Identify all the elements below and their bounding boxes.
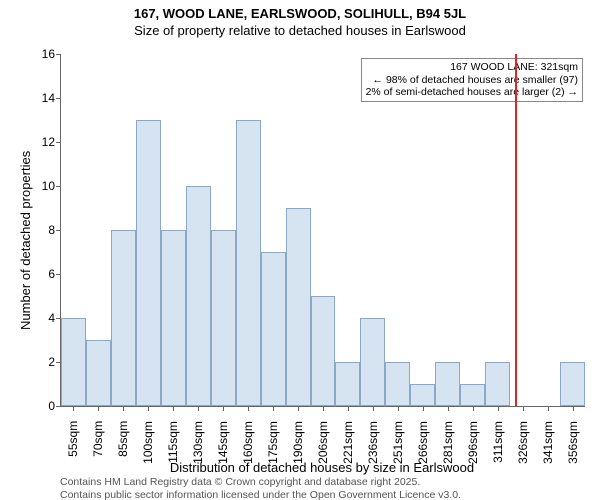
x-tick-mark (148, 406, 149, 411)
x-tick-label: 311sqm (491, 421, 505, 463)
histogram-bar (211, 230, 236, 406)
x-axis-label: Distribution of detached houses by size … (60, 460, 584, 475)
y-tick-mark (56, 406, 61, 407)
x-tick-label: 160sqm (241, 421, 255, 464)
y-tick-label: 14 (42, 91, 55, 105)
chart-container: 167, WOOD LANE, EARLSWOOD, SOLIHULL, B94… (0, 6, 600, 500)
histogram-bar (61, 318, 86, 406)
x-tick-label: 100sqm (141, 421, 155, 464)
histogram-bar (560, 362, 585, 406)
annotation-line3: 2% of semi-detached houses are larger (2… (366, 86, 578, 99)
x-tick-label: 85sqm (116, 421, 130, 457)
footer-line2: Contains public sector information licen… (60, 489, 461, 500)
histogram-bar (435, 362, 460, 406)
histogram-bar (111, 230, 136, 406)
histogram-bar (335, 362, 360, 406)
y-tick-label: 0 (48, 399, 55, 413)
x-tick-mark (523, 406, 524, 411)
property-marker-line (515, 54, 517, 406)
x-tick-mark (298, 406, 299, 411)
y-tick-mark (56, 274, 61, 275)
chart-title-line1: 167, WOOD LANE, EARLSWOOD, SOLIHULL, B94… (0, 6, 600, 21)
plot-area: 167 WOOD LANE: 321sqm ← 98% of detached … (60, 54, 585, 407)
y-tick-mark (56, 186, 61, 187)
y-tick-label: 4 (48, 311, 55, 325)
chart-title-line2: Size of property relative to detached ho… (0, 23, 600, 38)
x-tick-label: 236sqm (366, 421, 380, 464)
x-tick-mark (448, 406, 449, 411)
x-tick-label: 206sqm (316, 421, 330, 464)
x-tick-mark (123, 406, 124, 411)
histogram-bar (186, 186, 211, 406)
annotation-line1: 167 WOOD LANE: 321sqm (366, 61, 578, 74)
footer-line1: Contains HM Land Registry data © Crown c… (60, 476, 461, 489)
x-tick-mark (423, 406, 424, 411)
y-tick-mark (56, 142, 61, 143)
histogram-bar (485, 362, 510, 406)
x-tick-mark (173, 406, 174, 411)
x-tick-mark (98, 406, 99, 411)
histogram-bar (410, 384, 435, 406)
histogram-bar (161, 230, 186, 406)
histogram-bar (360, 318, 385, 406)
x-tick-label: 296sqm (466, 421, 480, 464)
x-tick-label: 326sqm (516, 421, 530, 464)
histogram-bar (261, 252, 286, 406)
histogram-bar (385, 362, 410, 406)
annotation-line2: ← 98% of detached houses are smaller (97… (366, 74, 578, 87)
y-tick-label: 10 (42, 179, 55, 193)
x-tick-label: 55sqm (66, 421, 80, 457)
x-tick-mark (223, 406, 224, 411)
x-tick-mark (198, 406, 199, 411)
y-tick-mark (56, 54, 61, 55)
x-tick-label: 130sqm (191, 421, 205, 464)
x-tick-label: 356sqm (566, 421, 580, 464)
x-tick-mark (73, 406, 74, 411)
x-tick-mark (573, 406, 574, 411)
x-tick-label: 266sqm (416, 421, 430, 464)
x-tick-mark (348, 406, 349, 411)
x-tick-label: 70sqm (91, 421, 105, 457)
x-tick-mark (273, 406, 274, 411)
histogram-bar (136, 120, 161, 406)
histogram-bar (460, 384, 485, 406)
x-tick-label: 281sqm (441, 421, 455, 464)
x-tick-mark (548, 406, 549, 411)
histogram-bar (286, 208, 311, 406)
y-tick-mark (56, 230, 61, 231)
x-tick-mark (473, 406, 474, 411)
y-tick-label: 8 (48, 223, 55, 237)
y-tick-label: 16 (42, 47, 55, 61)
y-tick-label: 6 (48, 267, 55, 281)
y-tick-label: 12 (42, 135, 55, 149)
histogram-bar (236, 120, 261, 406)
x-tick-mark (323, 406, 324, 411)
x-tick-mark (248, 406, 249, 411)
attribution-footer: Contains HM Land Registry data © Crown c… (60, 476, 461, 500)
x-tick-label: 145sqm (216, 421, 230, 464)
y-tick-mark (56, 98, 61, 99)
x-tick-label: 251sqm (391, 421, 405, 464)
x-tick-mark (498, 406, 499, 411)
y-axis-label: Number of detached properties (18, 151, 33, 330)
x-tick-label: 190sqm (291, 421, 305, 464)
histogram-bar (86, 340, 111, 406)
property-annotation: 167 WOOD LANE: 321sqm ← 98% of detached … (361, 58, 583, 102)
x-tick-mark (398, 406, 399, 411)
x-tick-label: 341sqm (541, 421, 555, 464)
x-tick-label: 221sqm (341, 421, 355, 464)
histogram-bar (311, 296, 336, 406)
y-tick-label: 2 (48, 355, 55, 369)
x-tick-label: 115sqm (166, 421, 180, 463)
x-tick-mark (373, 406, 374, 411)
x-tick-label: 175sqm (266, 421, 280, 464)
